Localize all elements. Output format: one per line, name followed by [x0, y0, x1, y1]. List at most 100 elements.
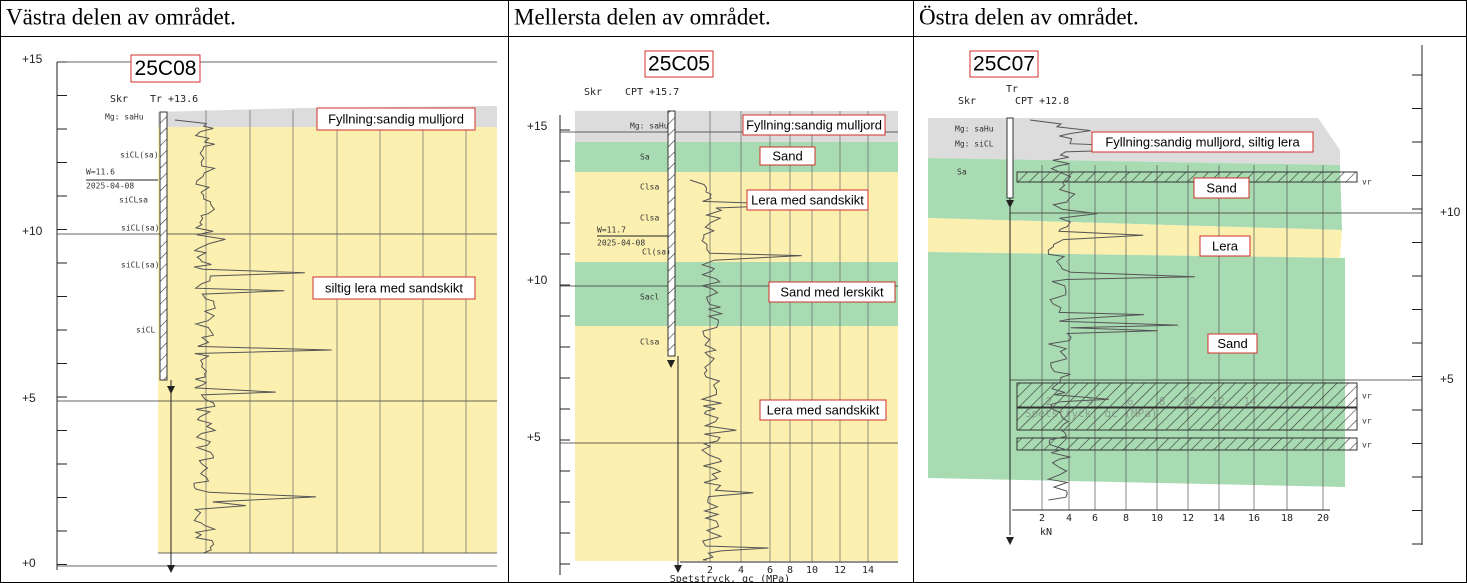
soil-label: Mg: saHu: [630, 122, 669, 131]
axis-tick-label: 16: [1248, 513, 1260, 524]
header-cell: Västra delen av området.: [6, 4, 236, 29]
panel-west: +15 +10 +5 +0 25C08 Skr Tr +13.6 Mg: saHu siCL(s…: [22, 52, 497, 573]
elevation-label: +15: [22, 52, 43, 66]
layer-sand: [575, 142, 898, 172]
hatch-band-fill: [1017, 383, 1357, 407]
borehole-box: [130, 54, 201, 83]
method-label: Skr: [584, 87, 602, 98]
annotation-box: [1207, 333, 1258, 354]
soil-label: Mg: siCL: [955, 140, 994, 149]
arrow: [1006, 537, 1014, 545]
faded-tick-label: 2: [1046, 395, 1053, 408]
annotation: Fyllning:sandig mulljord, siltig lera: [1105, 134, 1300, 149]
faded-tick-label: 6: [1127, 395, 1134, 408]
annotation-box: [742, 114, 886, 136]
soil-label: W=11.7: [597, 226, 626, 235]
soil-label: siCL(sa): [121, 261, 160, 270]
soil-label: 2025-04-08: [86, 182, 134, 191]
soil-label: Mg: saHu: [105, 113, 144, 122]
axis-tick-label: 14: [1213, 513, 1225, 524]
soil-label: W=11.6: [86, 168, 115, 177]
soil-label: siCL(sa): [121, 224, 160, 233]
soil-label: 2025-04-08: [597, 239, 645, 248]
annotation-box: [759, 146, 816, 166]
soil-label: siCL: [136, 326, 155, 335]
layer-sand: [928, 252, 1345, 487]
annotation: Fyllning:sandig mulljord: [746, 117, 882, 132]
annotation: Lera med sandskikt: [751, 192, 864, 207]
hatch-band-fill: [1017, 408, 1357, 430]
annotation-box: [1193, 177, 1250, 199]
borehole-id: 25C08: [135, 57, 197, 80]
method-label: Tr +13.6: [150, 94, 198, 105]
faded-tick-label: 4: [1087, 395, 1094, 408]
boring-hatch: [160, 112, 167, 380]
vr-label: vr: [1362, 392, 1372, 401]
borehole-id: 25C05: [648, 53, 710, 76]
arrow: [667, 360, 675, 368]
annotation: Lera: [1212, 238, 1239, 253]
axis-tick-label: 12: [1182, 513, 1194, 524]
borehole-box: [969, 50, 1039, 78]
elevation-label: +5: [1440, 372, 1454, 386]
axis-tick-label: 4: [738, 565, 744, 576]
axis-tick-label: 2: [707, 565, 713, 576]
boring-column: [1006, 117, 1014, 199]
faded-tick-label: 8: [1159, 395, 1166, 408]
soil-label: Clsa: [640, 338, 659, 347]
layer-clay: [158, 112, 497, 553]
elevation-label: +0: [22, 556, 36, 570]
panel-east: +10 +5 25C07 Tr Skr CPT +12.8 Mg: saHu Mg: siCL…: [928, 45, 1461, 545]
arrow: [167, 386, 175, 394]
vr-label: vr: [1362, 178, 1372, 187]
elevation-label: +5: [22, 391, 36, 405]
axis-tick-label: 18: [1281, 513, 1293, 524]
vr-label: vr: [1362, 417, 1372, 426]
axis-tick-label: 12: [834, 565, 846, 576]
elevation-label: +10: [22, 224, 43, 238]
layer-sand: [928, 158, 1342, 230]
annotation-box: [746, 189, 869, 211]
soil-label: Sa: [640, 153, 650, 162]
cpt-curve: [689, 179, 807, 561]
annotation-box: [1091, 131, 1314, 153]
layer-clay: [575, 172, 898, 262]
boring-hatch: [668, 111, 675, 356]
faded-tick-label: 12: [1211, 395, 1224, 408]
soil-label: Sacl: [640, 293, 659, 302]
annotation: Fyllning:sandig mulljord: [328, 111, 464, 126]
header-cell: Östra delen av området.: [919, 4, 1139, 29]
method-label: Skr: [958, 96, 976, 107]
cpt-curve: [1029, 119, 1195, 501]
annotation: Sand: [772, 148, 802, 163]
layer-clay: [575, 326, 898, 561]
elevation-label: +15: [527, 119, 548, 133]
annotation-box: [768, 281, 896, 303]
vr-label: vr: [1362, 441, 1372, 450]
hatch-band-fill: [1017, 438, 1357, 450]
soil-label: siCL(sa): [120, 151, 159, 160]
arrow: [674, 565, 682, 573]
axis-tick-label: 8: [787, 565, 793, 576]
soil-label: siCLsa: [119, 196, 148, 205]
soil-label: Cl(sa): [642, 248, 671, 257]
method-label: CPT +15.7: [625, 87, 679, 98]
axis-tick-label: 10: [806, 565, 818, 576]
annotation-box: [759, 399, 887, 421]
annotation: Sand: [1206, 180, 1236, 195]
elevation-label: +10: [1440, 205, 1461, 219]
header-cell: Mellersta delen av området.: [514, 4, 771, 29]
axis-tick-label: 2: [1039, 513, 1045, 524]
axis-unit: kN: [1040, 527, 1052, 538]
faded-axis-title: Spetstryck, qc (MPa): [1025, 407, 1157, 420]
arrow: [1006, 200, 1014, 208]
arrow: [167, 565, 175, 573]
hatch-band-fill: [1017, 172, 1357, 182]
borehole-box: [644, 50, 714, 78]
annotation: Sand med lerskikt: [780, 284, 884, 299]
annotation: siltig lera med sandskikt: [325, 280, 463, 295]
soil-label: Clsa: [640, 183, 659, 192]
elevation-label: +10: [527, 273, 548, 287]
axis-tick-label: 20: [1317, 513, 1329, 524]
